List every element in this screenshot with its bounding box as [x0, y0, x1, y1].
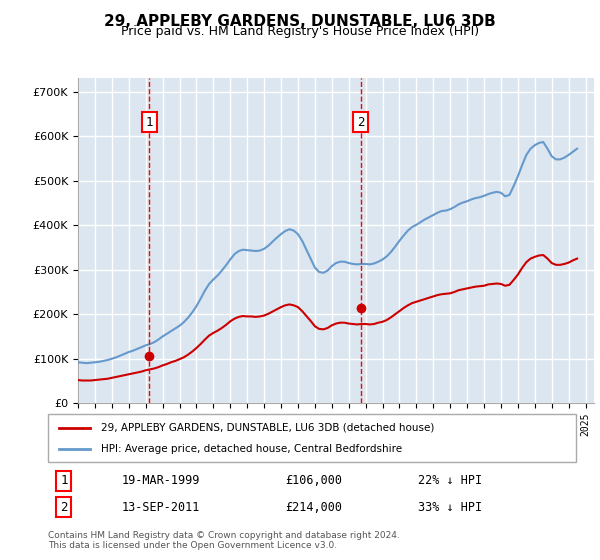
Text: 29, APPLEBY GARDENS, DUNSTABLE, LU6 3DB (detached house): 29, APPLEBY GARDENS, DUNSTABLE, LU6 3DB …	[101, 423, 434, 433]
Text: £214,000: £214,000	[286, 501, 343, 514]
Text: 13-SEP-2011: 13-SEP-2011	[122, 501, 200, 514]
Text: 2: 2	[60, 501, 68, 514]
Text: 19-MAR-1999: 19-MAR-1999	[122, 474, 200, 487]
Text: 29, APPLEBY GARDENS, DUNSTABLE, LU6 3DB: 29, APPLEBY GARDENS, DUNSTABLE, LU6 3DB	[104, 14, 496, 29]
Text: 33% ↓ HPI: 33% ↓ HPI	[418, 501, 482, 514]
Text: £106,000: £106,000	[286, 474, 343, 487]
Text: 2: 2	[357, 116, 364, 129]
Text: HPI: Average price, detached house, Central Bedfordshire: HPI: Average price, detached house, Cent…	[101, 444, 402, 454]
Text: 22% ↓ HPI: 22% ↓ HPI	[418, 474, 482, 487]
Text: Contains HM Land Registry data © Crown copyright and database right 2024.
This d: Contains HM Land Registry data © Crown c…	[48, 530, 400, 550]
Text: 1: 1	[145, 116, 153, 129]
Text: Price paid vs. HM Land Registry's House Price Index (HPI): Price paid vs. HM Land Registry's House …	[121, 25, 479, 38]
Text: 1: 1	[60, 474, 68, 487]
